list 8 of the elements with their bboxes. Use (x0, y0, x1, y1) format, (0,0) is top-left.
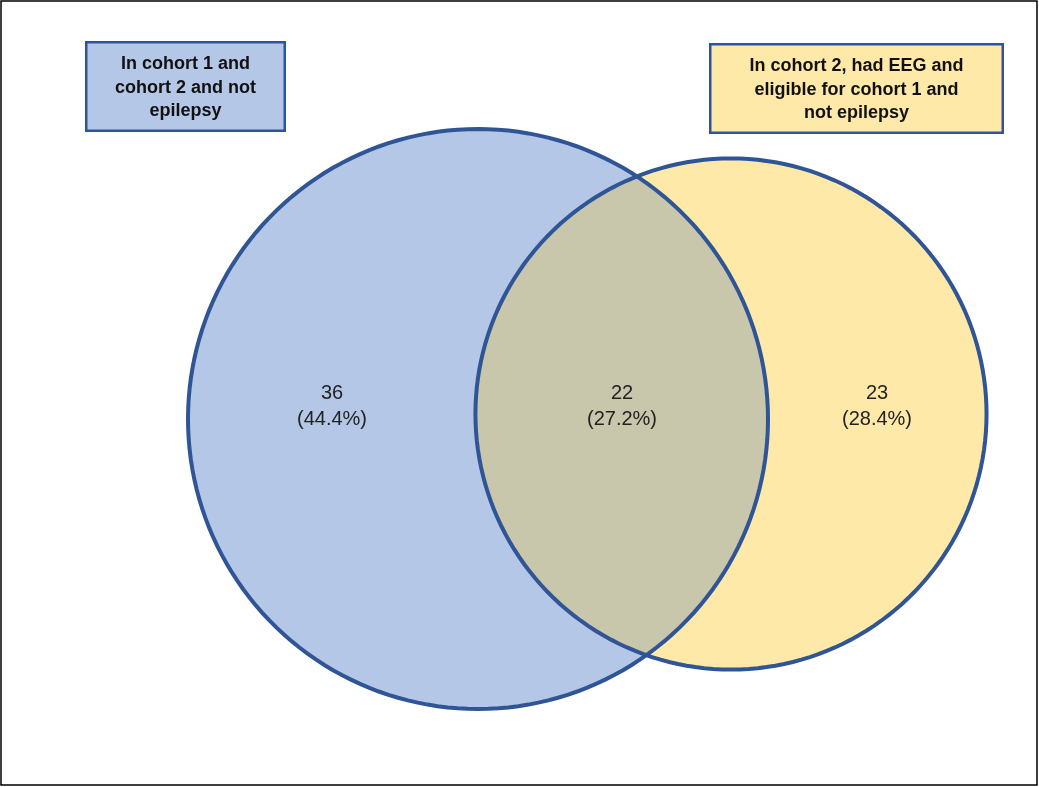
text: In cohort 2, had EEG and eligible for cohort 1 and not epilepsy (749, 55, 964, 122)
category-label: 23 (865, 381, 889, 403)
data-label: (28.4%) (842, 407, 913, 429)
category-label: 22 (610, 381, 634, 403)
category-label: 36 (320, 381, 344, 403)
data-label: (27.2%) (587, 407, 658, 429)
text: In cohort 1 and cohort 2 and not epilepsy (115, 53, 256, 120)
data-label: (44.4%) (297, 407, 368, 429)
